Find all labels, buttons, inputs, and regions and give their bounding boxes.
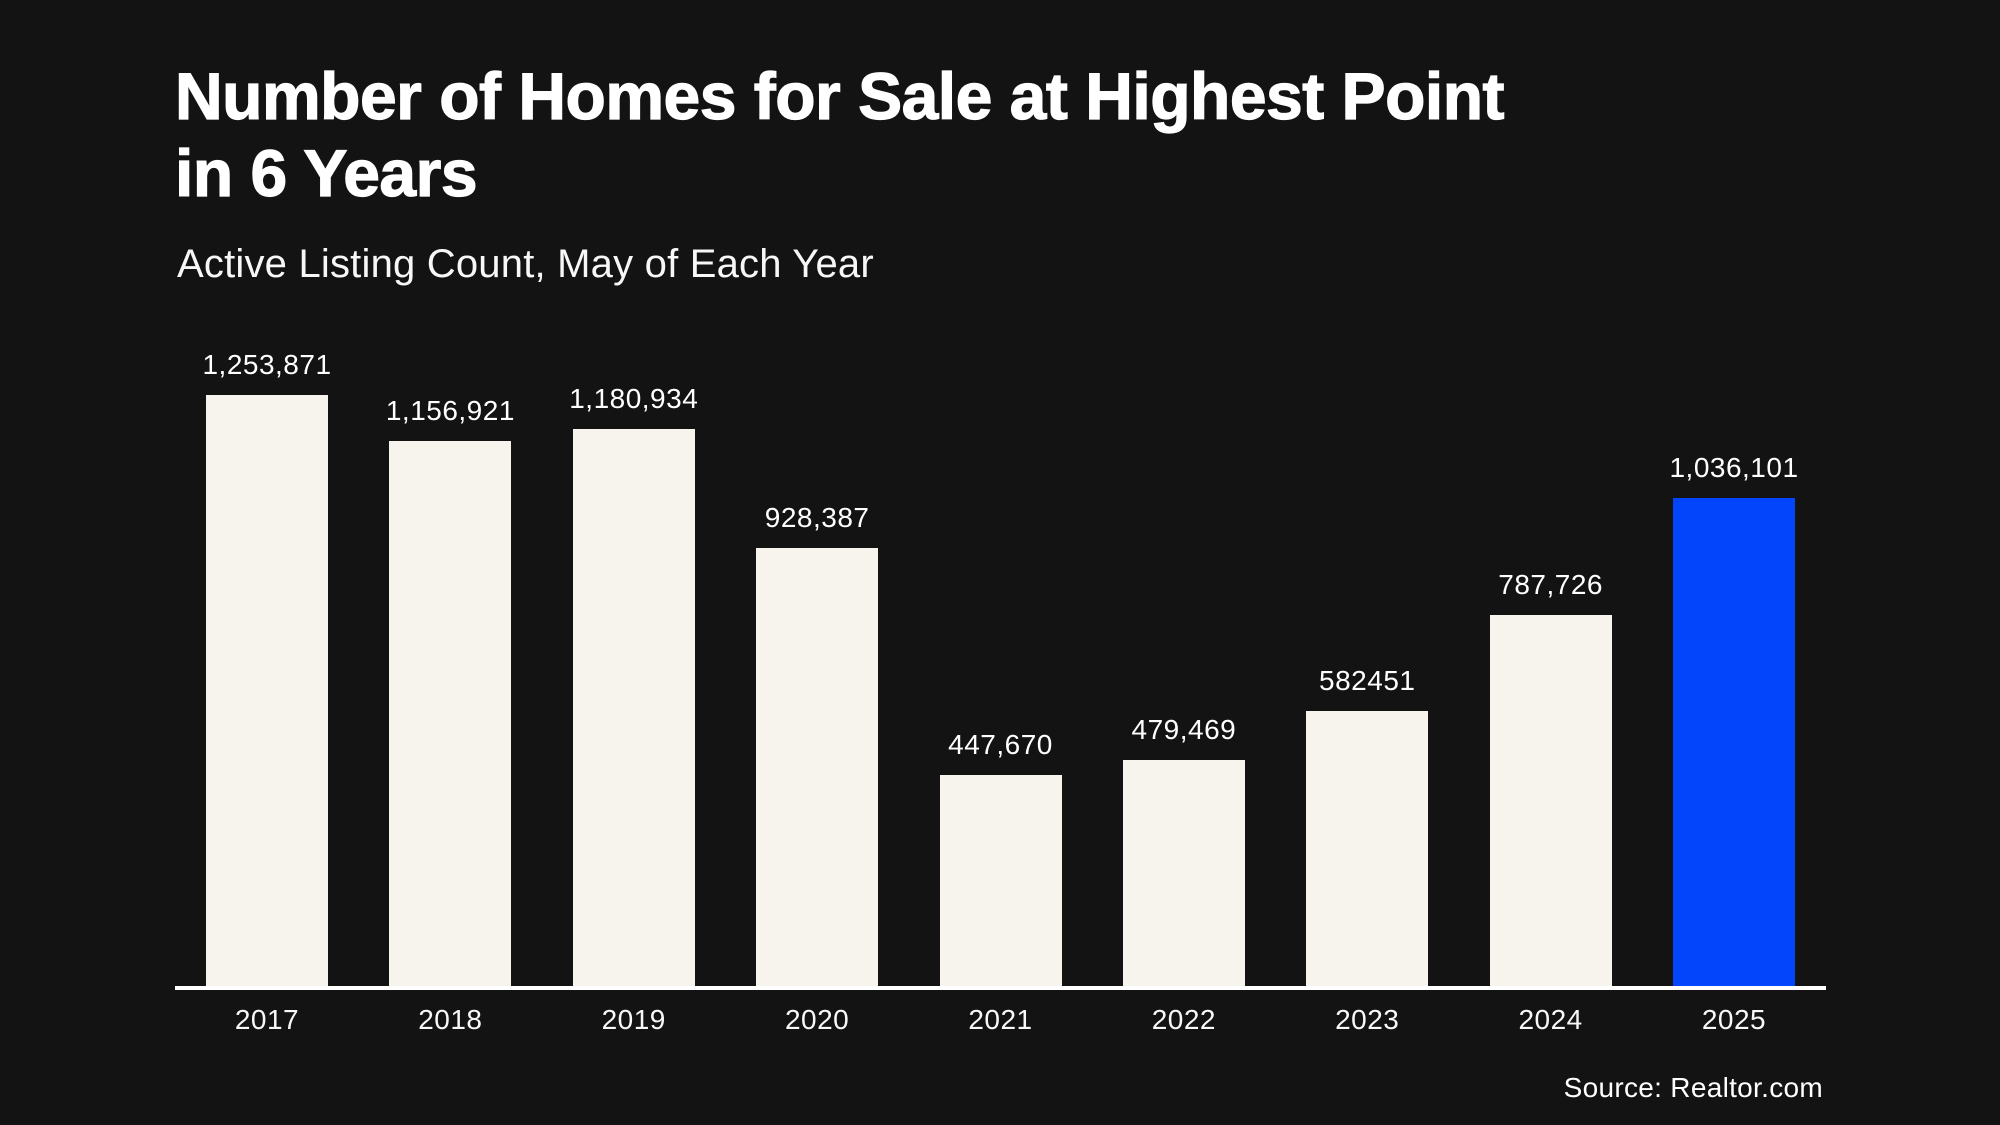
x-axis-label-2017: 2017 [234,1004,300,1035]
x-axis-label-2021: 2021 [968,1004,1033,1035]
bar-2019: 1,180,934 [569,383,698,986]
x-axis-label-2018: 2018 [418,1004,483,1035]
bar-2023: 582451 [1306,665,1429,986]
x-axis-label-2019: 2019 [601,1004,666,1035]
bar-2018: 1,156,921 [386,395,514,986]
x-axis-label-2025: 2025 [1701,1004,1767,1035]
x-axis-label-2022: 2022 [1151,1004,1217,1035]
bar-2020: 928,387 [756,502,879,986]
bar-value-label: 1,253,871 [202,349,332,380]
x-axis-label-2023: 2023 [1335,1004,1400,1035]
bar-value-label: 1,180,934 [569,383,699,414]
bar-value-label: 582451 [1319,665,1416,696]
source-credit: Source: Realtor.com [1563,1072,1823,1103]
x-axis-label-2020: 2020 [784,1004,850,1035]
x-axis-line [175,986,1826,990]
chart-title: Number of Homes for Sale at Highest Poin… [174,58,1505,211]
plot-area: 1,253,871 1,156,921 1,180,934 928,387 447,67… [175,349,1826,986]
bar-value-label: 447,670 [948,729,1053,760]
bar-highlighted-2025: 1,036,101 [1669,452,1798,986]
bar-2022: 479,469 [1122,714,1245,986]
x-axis-label-2024: 2024 [1518,1004,1583,1035]
bar-2024: 787,726 [1489,569,1612,986]
bar-value-label: 479,469 [1131,714,1237,745]
bar-value-label: 1,036,101 [1669,452,1799,483]
bar-value-label: 928,387 [764,502,870,533]
bar-value-label: 787,726 [1498,569,1603,600]
x-axis-labels: 2017 2018 2019 2020 2021 2022 2023 2024 2025 [175,1004,1826,1036]
bar-value-label: 1,156,921 [385,395,515,426]
chart-subtitle: Active Listing Count, May of Each Year [177,242,874,286]
chart-title-line-2: in 6 Years [174,135,478,210]
chart-title-line-1: Number of Homes for Sale at Highest Poin… [174,58,1505,133]
bar-2017: 1,253,871 [202,349,331,986]
bar-2021: 447,670 [939,729,1062,986]
